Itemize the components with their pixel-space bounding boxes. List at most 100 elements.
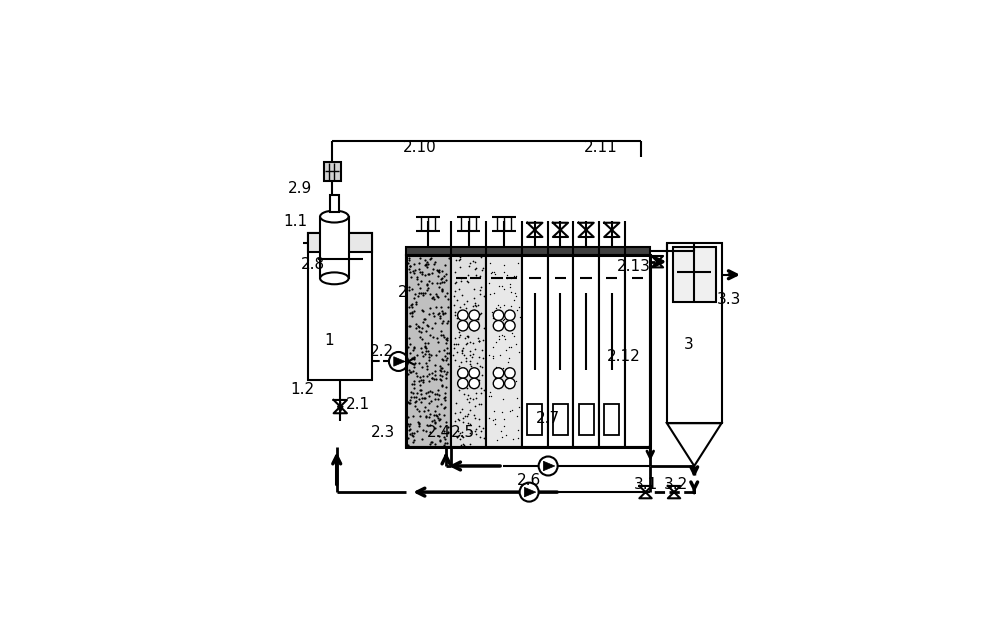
Point	[491, 331, 507, 341]
Point	[488, 362, 504, 371]
Point	[495, 394, 511, 404]
Point	[400, 258, 416, 268]
Point	[434, 363, 450, 373]
Point	[401, 282, 417, 292]
Point	[508, 339, 524, 349]
Point	[426, 312, 442, 321]
Point	[459, 296, 475, 306]
Point	[472, 271, 488, 281]
Point	[433, 274, 449, 284]
Point	[404, 430, 420, 440]
Point	[448, 255, 464, 265]
Point	[427, 418, 443, 428]
Polygon shape	[524, 487, 536, 497]
Point	[408, 299, 424, 308]
Point	[436, 332, 452, 342]
Point	[411, 419, 427, 429]
Point	[418, 346, 434, 355]
Point	[434, 285, 450, 295]
Point	[447, 355, 463, 365]
Point	[468, 392, 484, 402]
Point	[428, 375, 444, 384]
Point	[419, 363, 435, 373]
Circle shape	[493, 378, 504, 389]
Point	[471, 336, 487, 346]
Point	[452, 429, 468, 439]
Point	[511, 347, 527, 357]
Point	[503, 273, 519, 283]
Text: 1: 1	[325, 333, 334, 347]
Point	[471, 336, 487, 346]
Bar	[406, 255, 650, 447]
Point	[433, 330, 449, 340]
Point	[437, 438, 453, 448]
Point	[507, 289, 523, 299]
Point	[488, 337, 504, 347]
Point	[452, 330, 468, 340]
Point	[470, 300, 486, 310]
Point	[405, 366, 421, 376]
Point	[456, 440, 472, 450]
Circle shape	[505, 320, 515, 331]
Point	[401, 254, 417, 263]
Point	[489, 314, 505, 324]
Point	[406, 362, 422, 372]
Point	[400, 440, 416, 450]
Point	[422, 254, 438, 264]
Point	[417, 260, 433, 270]
Point	[504, 312, 520, 321]
Point	[417, 288, 433, 298]
Point	[422, 289, 438, 299]
Circle shape	[469, 378, 479, 389]
Point	[402, 424, 418, 434]
Point	[431, 265, 447, 275]
Point	[415, 371, 431, 381]
Point	[435, 355, 451, 365]
Point	[454, 431, 470, 441]
Point	[401, 333, 417, 343]
Point	[413, 288, 429, 298]
Point	[424, 268, 440, 278]
Point	[407, 397, 423, 407]
Point	[447, 278, 463, 288]
Point	[406, 343, 422, 353]
Point	[464, 352, 480, 362]
Point	[459, 411, 475, 421]
Point	[494, 431, 510, 441]
Text: 2.4: 2.4	[427, 425, 451, 441]
Point	[449, 347, 465, 357]
Point	[496, 315, 512, 325]
Point	[446, 300, 462, 310]
Point	[467, 299, 483, 308]
Point	[466, 284, 482, 294]
Point	[501, 353, 517, 363]
Point	[451, 328, 467, 337]
Point	[508, 376, 524, 386]
Point	[497, 334, 513, 344]
Point	[427, 439, 443, 449]
Point	[462, 439, 478, 449]
Point	[424, 368, 440, 378]
Point	[412, 412, 428, 421]
Point	[500, 357, 516, 366]
Point	[411, 376, 427, 386]
Point	[429, 412, 445, 421]
Bar	[573, 255, 599, 447]
Point	[420, 337, 436, 347]
Point	[419, 280, 435, 290]
Point	[469, 366, 485, 376]
Point	[417, 338, 433, 348]
Text: 2.12: 2.12	[607, 349, 641, 364]
Bar	[324, 162, 341, 181]
Point	[422, 409, 438, 419]
Point	[454, 404, 470, 413]
Point	[486, 308, 502, 318]
Point	[487, 365, 503, 375]
Bar	[599, 255, 625, 447]
Point	[417, 314, 433, 324]
Point	[418, 358, 434, 368]
Point	[417, 341, 433, 350]
Point	[406, 354, 422, 363]
Point	[502, 283, 518, 292]
Point	[435, 330, 451, 340]
